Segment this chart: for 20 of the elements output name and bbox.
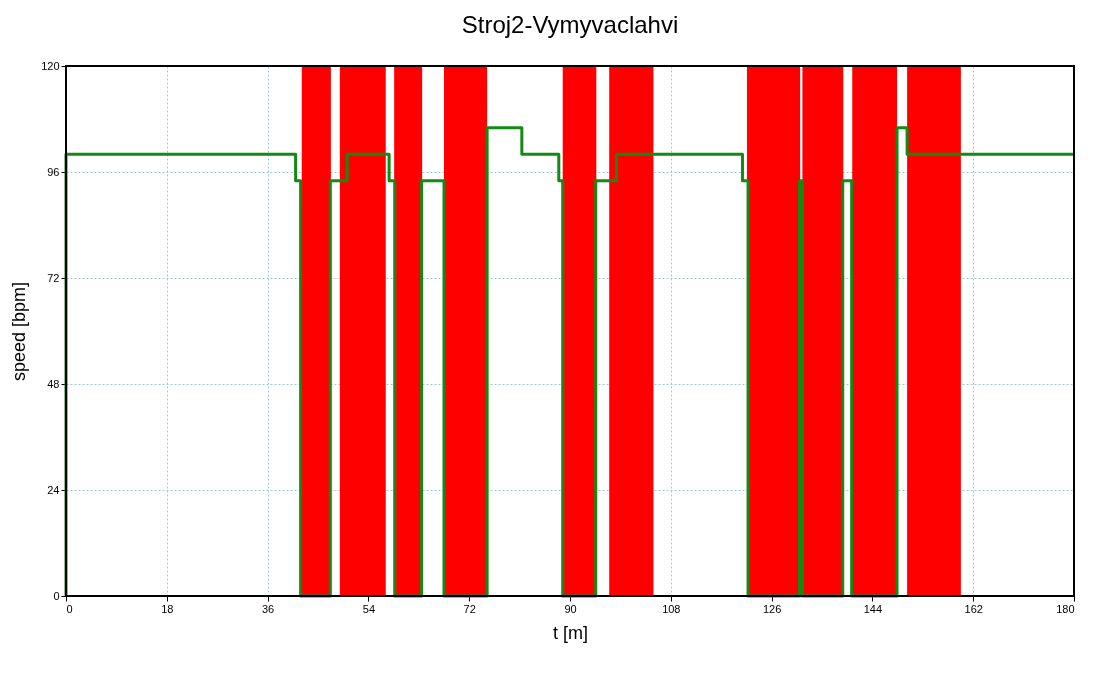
x-tick-label: 108 [662,602,681,615]
x-tick-label: 36 [261,602,275,615]
x-tick-label: 162 [964,602,983,615]
y-tick-label: 96 [47,165,60,178]
x-tick-label: 0 [66,602,73,615]
x-tick-label: 126 [762,602,782,615]
x-tick-label: 90 [564,602,577,615]
x-tick-label: 180 [1056,602,1075,615]
y-tick-label: 0 [53,589,60,602]
y-tick-label: 72 [47,271,60,284]
y-tick-label: 48 [47,377,60,390]
x-tick-label: 18 [161,602,174,615]
x-tick-label: 54 [362,602,376,615]
x-tick-label: 72 [463,602,476,615]
y-tick-label: 24 [47,483,60,496]
x-tick-label: 144 [863,602,883,615]
y-axis-title: speed [bpm] [9,281,30,382]
y-tick-label: 120 [41,59,60,72]
chart-title: Stroj2-Vymyvaclahvi [461,11,679,38]
x-axis-title: t [m] [553,622,588,643]
